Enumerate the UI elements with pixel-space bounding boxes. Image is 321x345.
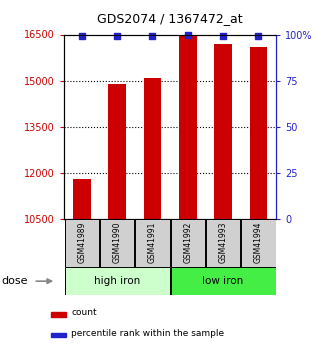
Bar — [51, 333, 66, 337]
Bar — [100, 219, 134, 267]
Bar — [143, 78, 161, 219]
Text: GSM41992: GSM41992 — [183, 221, 192, 263]
Text: low iron: low iron — [203, 276, 244, 286]
Text: GSM41991: GSM41991 — [148, 221, 157, 263]
Bar — [65, 267, 169, 295]
Text: GDS2074 / 1367472_at: GDS2074 / 1367472_at — [97, 12, 243, 25]
Text: GSM41994: GSM41994 — [254, 221, 263, 263]
Bar — [179, 34, 196, 219]
Text: GSM41989: GSM41989 — [77, 221, 86, 263]
Bar — [135, 219, 169, 267]
Text: GSM41993: GSM41993 — [219, 221, 228, 263]
Bar — [214, 44, 232, 219]
Text: GSM41990: GSM41990 — [113, 221, 122, 263]
Point — [221, 33, 226, 39]
Point — [79, 33, 84, 39]
Bar — [108, 84, 126, 219]
Bar — [241, 219, 275, 267]
Bar — [51, 312, 66, 317]
Text: count: count — [71, 308, 97, 317]
Bar — [65, 219, 99, 267]
Point — [185, 32, 190, 37]
Text: dose: dose — [2, 276, 28, 286]
Text: high iron: high iron — [94, 276, 140, 286]
Bar — [73, 179, 91, 219]
Bar — [171, 219, 205, 267]
Point — [150, 33, 155, 39]
Bar — [249, 47, 267, 219]
Bar — [171, 267, 275, 295]
Point — [256, 33, 261, 39]
Bar — [206, 219, 240, 267]
Point — [115, 33, 120, 39]
Text: percentile rank within the sample: percentile rank within the sample — [71, 329, 224, 338]
